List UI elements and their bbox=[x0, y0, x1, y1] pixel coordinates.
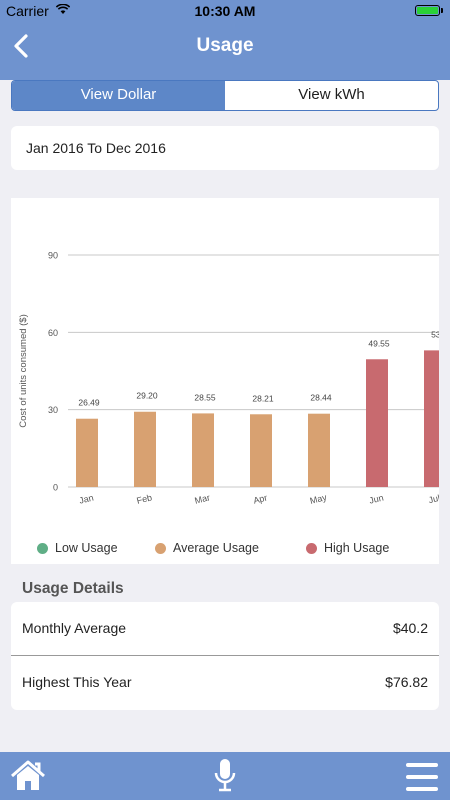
chevron-left-icon bbox=[14, 34, 28, 58]
legend-swatch bbox=[37, 542, 48, 554]
usage-details-title: Usage Details bbox=[22, 580, 124, 597]
bar-jan bbox=[76, 418, 98, 487]
page-title: Usage bbox=[196, 35, 254, 56]
detail-value: $76.82 bbox=[385, 674, 428, 690]
x-tick-label: May bbox=[309, 492, 328, 506]
data-label: 26.49 bbox=[78, 398, 100, 408]
menu-icon[interactable] bbox=[406, 763, 438, 791]
date-range-card[interactable]: Jan 2016 To Dec 2016 bbox=[11, 126, 439, 170]
bar-jul bbox=[424, 350, 439, 487]
back-button[interactable] bbox=[8, 31, 38, 61]
y-tick-label: 90 bbox=[48, 251, 58, 261]
x-tick-label: Feb bbox=[136, 492, 153, 505]
usage-details-card: Monthly Average $40.2 Highest This Year … bbox=[11, 602, 439, 710]
bar-jun bbox=[366, 359, 388, 487]
x-tick-label: Jan bbox=[78, 492, 95, 505]
detail-row-highest-this-year: Highest This Year $76.82 bbox=[11, 656, 439, 709]
row-divider bbox=[11, 655, 439, 656]
date-range-label: Jan 2016 To Dec 2016 bbox=[26, 140, 166, 156]
bottom-tab-bar bbox=[0, 752, 450, 800]
status-bar: Carrier 10:30 AM bbox=[0, 0, 450, 22]
detail-value: $40.2 bbox=[392, 620, 428, 636]
x-tick-label: Jun bbox=[368, 492, 385, 505]
view-kwh-tab[interactable]: View kWh bbox=[298, 86, 365, 103]
usage-chart: 0 30 60 90 Cost of units consumed ($) 26.49 Ja… bbox=[11, 198, 439, 564]
detail-label: Monthly Average bbox=[22, 620, 127, 636]
y-axis-label: Cost of units consumed ($) bbox=[18, 314, 29, 428]
bar-chart: 0 30 60 90 Cost of units consumed ($) 26.49 Ja… bbox=[18, 251, 439, 506]
data-label: 28.44 bbox=[310, 393, 332, 403]
y-tick-label: 30 bbox=[48, 405, 58, 415]
legend-item: High Usage bbox=[306, 541, 389, 555]
detail-label: Highest This Year bbox=[22, 674, 132, 690]
data-label: 53. bbox=[431, 329, 439, 339]
y-tick-label: 60 bbox=[48, 328, 58, 338]
y-tick-label: 0 bbox=[53, 483, 58, 493]
legend-label: Low Usage bbox=[55, 541, 118, 555]
legend-swatch bbox=[306, 542, 317, 554]
bar-apr bbox=[250, 414, 272, 487]
legend-item: Average Usage bbox=[155, 541, 259, 555]
nav-header: Carrier 10:30 AM Usage bbox=[0, 0, 450, 80]
x-tick-label: Apr bbox=[252, 493, 268, 506]
wifi-icon bbox=[56, 4, 70, 14]
legend-label: High Usage bbox=[324, 541, 390, 555]
battery-tip bbox=[441, 8, 443, 13]
data-label: 29.20 bbox=[136, 391, 158, 401]
home-icon[interactable] bbox=[10, 760, 46, 792]
x-tick-label: Mar bbox=[194, 492, 211, 505]
view-toggle: View Dollar View kWh bbox=[11, 80, 439, 111]
chart-legend: Low Usage Average Usage High Usage bbox=[11, 541, 439, 559]
legend-swatch bbox=[155, 542, 166, 554]
microphone-icon[interactable] bbox=[213, 758, 237, 794]
data-label: 28.55 bbox=[194, 392, 216, 402]
bar-may bbox=[308, 413, 330, 487]
data-label: 49.55 bbox=[368, 338, 390, 348]
x-tick-label: Jul bbox=[427, 493, 439, 505]
status-time: 10:30 AM bbox=[194, 3, 256, 19]
legend-item: Low Usage bbox=[37, 541, 118, 555]
view-dollar-tab[interactable]: View Dollar bbox=[12, 81, 225, 110]
detail-row-monthly-average: Monthly Average $40.2 bbox=[11, 602, 439, 655]
legend-label: Average Usage bbox=[173, 541, 259, 555]
bar-feb bbox=[134, 411, 156, 487]
bar-mar bbox=[192, 413, 214, 487]
battery-icon bbox=[415, 5, 440, 16]
carrier-label: Carrier bbox=[6, 3, 49, 19]
data-label: 28.21 bbox=[252, 393, 274, 403]
